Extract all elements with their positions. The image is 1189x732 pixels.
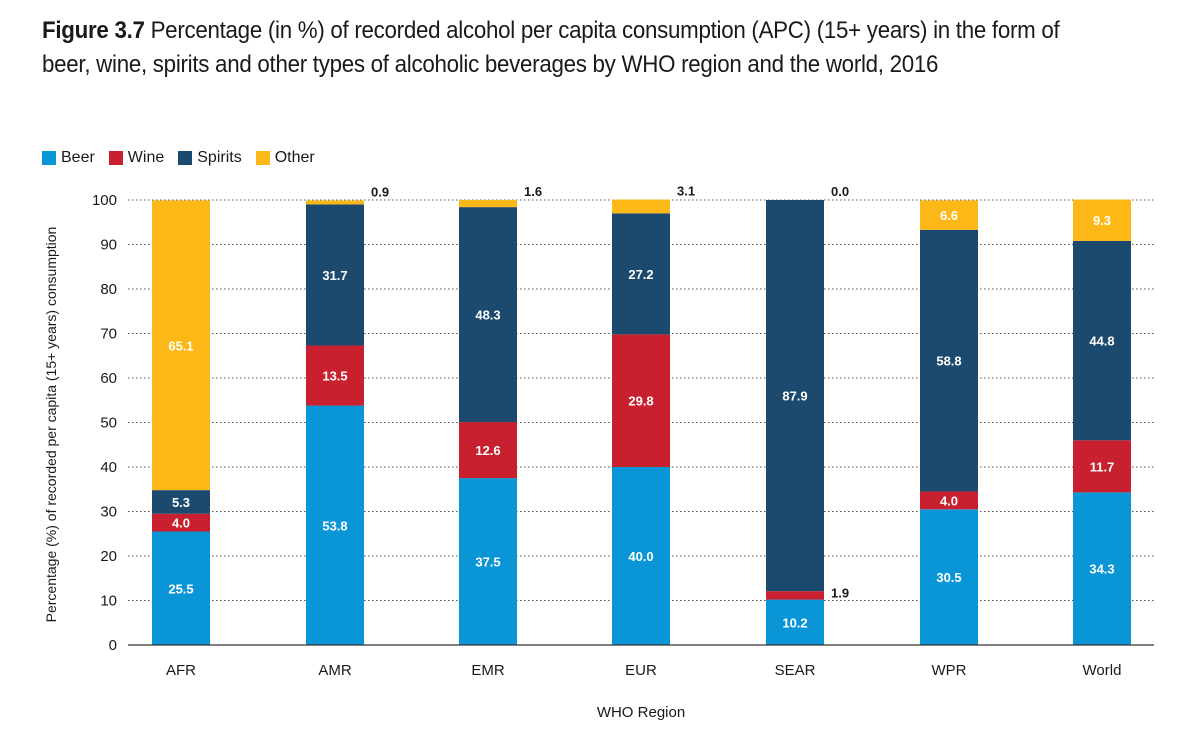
data-label-spirits-afr: 5.3 [172, 495, 190, 510]
bar-segment-other-emr [459, 200, 517, 208]
x-tick-label: AMR [318, 662, 352, 679]
legend-item-wine: Wine [108, 149, 165, 167]
x-tick-label: AFR [166, 662, 196, 679]
legend-swatch-wine [108, 151, 123, 165]
bar-segment-other-eur [612, 199, 670, 214]
data-label-spirits-amr: 31.7 [322, 268, 347, 283]
y-tick-label: 100 [92, 192, 117, 209]
data-label-other-emr: 1.6 [524, 184, 542, 199]
bar-segment-beer-sear [766, 599, 824, 645]
data-label-wine-world: 11.7 [1090, 459, 1115, 474]
y-tick-label: 70 [100, 326, 117, 343]
y-tick-label: 40 [100, 459, 117, 476]
y-tick-label: 60 [100, 370, 117, 387]
bar-segment-wine-sear [766, 591, 824, 600]
data-label-spirits-emr: 48.3 [475, 308, 500, 323]
axes: 0 10 20 30 40 50 60 70 80 90 100 AFR AMR EMR EUR SEAR WP… [92, 192, 1154, 679]
legend-label-wine: Wine [127, 149, 165, 166]
legend-item-other: Other [255, 149, 315, 167]
figure-caption: Percentage (in %) of recorded alcohol pe… [42, 17, 1060, 78]
bar-segment-wine-world [1073, 440, 1131, 493]
data-label-beer-amr: 53.8 [322, 518, 347, 533]
legend-swatch-beer [42, 151, 56, 165]
x-axis-title: WHO Region [597, 704, 685, 721]
legend-label-spirits: Spirits [197, 149, 242, 166]
bar-segment-spirits-wpr [920, 229, 978, 492]
bar-segment-other-amr [306, 200, 364, 205]
y-tick-label: 10 [100, 593, 117, 610]
bar-segment-wine-wpr [920, 491, 978, 510]
bar-segment-other-world [1073, 199, 1131, 241]
segment-labels: 25.5 4.0 5.3 65.1 53.8 13.5 31.7 0.9 37.5 12.6 48.… [168, 184, 1114, 631]
data-label-beer-emr: 37.5 [475, 555, 500, 570]
bar-segment-spirits-afr [152, 490, 210, 514]
figure-label: Figure 3.7 [42, 17, 145, 44]
data-label-beer-wpr: 30.5 [936, 570, 961, 585]
bar-segment-other-wpr [920, 200, 978, 230]
y-tick-label: 20 [100, 548, 117, 565]
bar-segment-spirits-sear [766, 200, 824, 592]
data-label-other-afr: 65.1 [168, 338, 193, 353]
legend-label-other: Other [274, 149, 315, 166]
data-label-wine-sear: 1.9 [831, 585, 849, 600]
bar-segment-beer-eur [612, 467, 670, 645]
data-label-wine-emr: 12.6 [475, 443, 500, 458]
bar-segment-wine-emr [459, 422, 517, 479]
legend-label-beer: Beer [61, 149, 95, 166]
legend-item-beer: Beer [42, 149, 95, 167]
x-tick-label: World [1083, 662, 1122, 679]
x-tick-label: EMR [471, 662, 505, 679]
bar-segment-spirits-eur [612, 213, 670, 335]
legend-swatch-spirits [178, 151, 193, 165]
y-axis-title: Percentage (%) of recorded per capita (1… [43, 227, 59, 623]
data-label-spirits-sear: 87.9 [782, 389, 807, 404]
data-label-beer-world: 34.3 [1089, 562, 1114, 577]
y-tick-label: 30 [100, 504, 117, 521]
bar-segment-spirits-emr [459, 207, 517, 423]
data-label-wine-amr: 13.5 [322, 369, 347, 384]
data-label-beer-afr: 25.5 [168, 581, 193, 596]
bar-segment-wine-afr [152, 513, 210, 532]
chart-legend: Beer Wine Spirits Other [42, 149, 329, 167]
data-label-wine-wpr: 4.0 [940, 493, 958, 508]
figure-title: Figure 3.7 Percentage (in %) of recorded… [42, 14, 1074, 82]
bar-segment-other-afr [152, 200, 210, 491]
bar-segment-spirits-world [1073, 240, 1131, 441]
x-tick-label: WPR [932, 662, 967, 679]
x-tick-label: SEAR [775, 662, 816, 679]
bar-segment-beer-amr [306, 405, 364, 645]
y-tick-label: 0 [109, 637, 117, 654]
bar-segment-wine-amr [306, 345, 364, 406]
bar-segment-beer-world [1073, 492, 1131, 645]
bar-segment-beer-wpr [920, 509, 978, 645]
bars [152, 199, 1131, 645]
bar-segment-spirits-amr [306, 204, 364, 346]
y-tick-label: 90 [100, 237, 117, 254]
bar-segment-wine-eur [612, 334, 670, 467]
data-label-wine-afr: 4.0 [172, 516, 190, 531]
data-label-spirits-eur: 27.2 [628, 267, 653, 282]
legend-swatch-other [255, 151, 270, 165]
data-label-spirits-wpr: 58.8 [936, 354, 961, 369]
x-tick-label: EUR [625, 662, 657, 679]
data-label-other-eur: 3.1 [677, 184, 695, 199]
data-label-beer-eur: 40.0 [628, 549, 653, 564]
data-label-other-wpr: 6.6 [940, 208, 958, 223]
y-tick-label: 80 [100, 281, 117, 298]
data-label-other-sear: 0.0 [831, 184, 849, 199]
data-label-other-world: 9.3 [1093, 213, 1111, 228]
bar-segment-beer-afr [152, 531, 210, 645]
data-label-wine-eur: 29.8 [628, 394, 653, 409]
bar-segment-beer-emr [459, 478, 517, 645]
data-label-spirits-world: 44.8 [1089, 334, 1114, 349]
legend-item-spirits: Spirits [178, 149, 242, 167]
data-label-other-amr: 0.9 [371, 184, 389, 199]
y-tick-label: 50 [100, 415, 117, 432]
data-label-beer-sear: 10.2 [782, 615, 807, 630]
